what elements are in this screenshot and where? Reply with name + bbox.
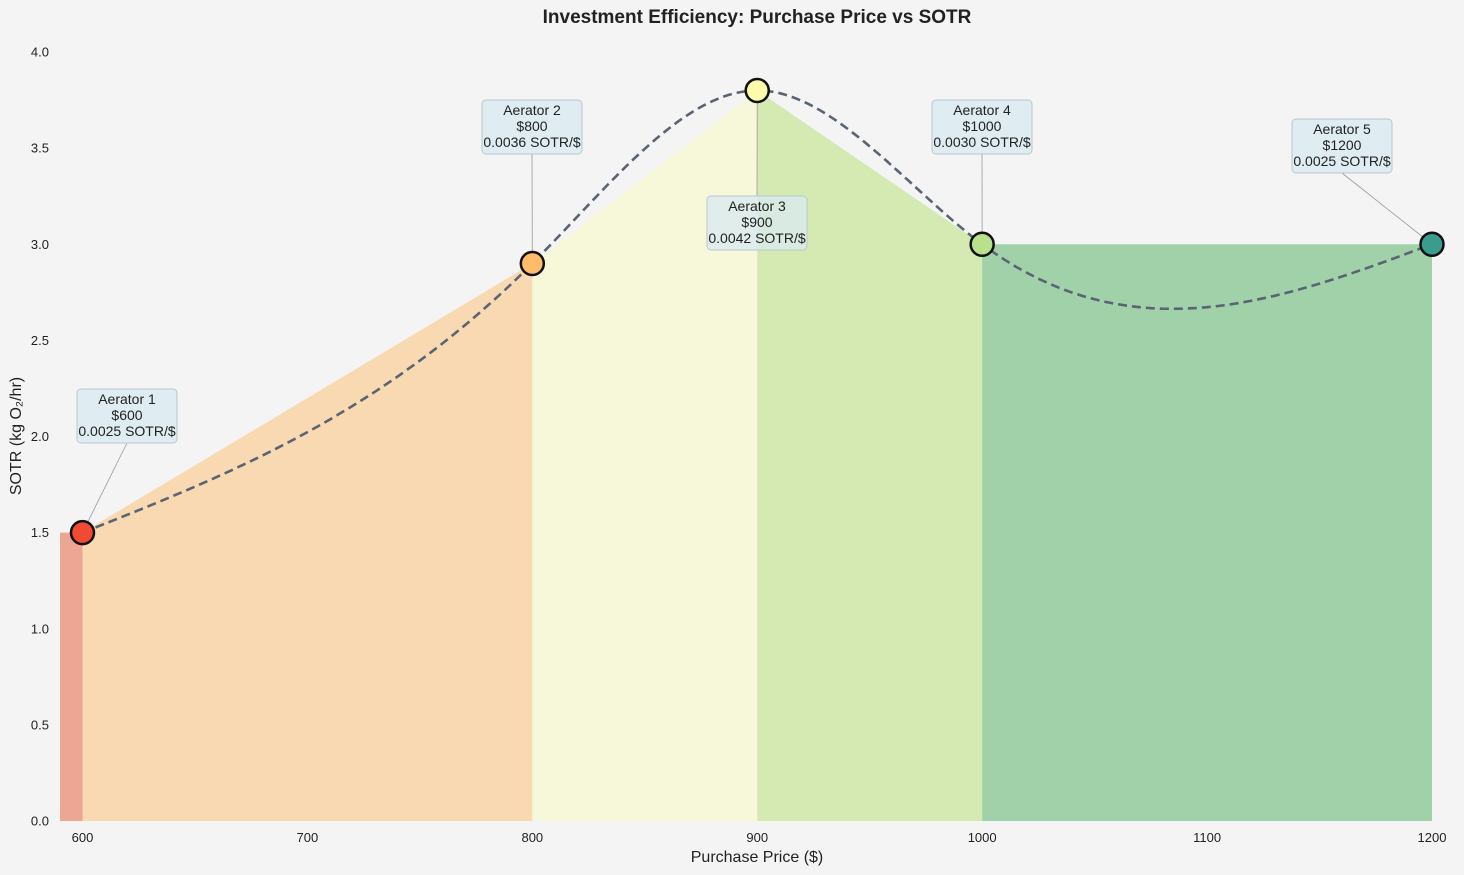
- y-tick-label: 1.5: [31, 525, 49, 540]
- data-point-2: [519, 250, 546, 277]
- data-point-3: [744, 77, 770, 104]
- fill-segment-0: [60, 532, 83, 821]
- y-tick-label: 2.0: [31, 429, 49, 444]
- annotation-efficiency-3: 0.0042 SOTR/$: [708, 230, 805, 246]
- y-tick-label: 0.5: [31, 717, 49, 732]
- annotation-price-1: $600: [111, 407, 142, 423]
- x-axis-label: Purchase Price ($): [691, 849, 824, 866]
- y-tick-label: 2.5: [31, 333, 49, 348]
- annotation-name-2: Aerator 2: [503, 102, 561, 118]
- annotation-price-3: $900: [741, 214, 772, 230]
- annotation-name-1: Aerator 1: [98, 391, 156, 407]
- y-axis-ticks: 0.0 0.5 1.0 1.5 2.0 2.5 3.0 3.5 4.0: [31, 45, 49, 829]
- fill-segment-2: [532, 90, 758, 821]
- annotation-leaders: [82, 90, 1433, 533]
- annotation-name-5: Aerator 5: [1313, 121, 1371, 137]
- annotation-box-3: [706, 195, 808, 251]
- annotation-leader-5: [1341, 172, 1433, 245]
- x-axis-ticks: 600 700 800 900 1000 1100 1200: [72, 830, 1447, 845]
- x-tick-label: 1200: [1418, 830, 1447, 845]
- data-point-1: [69, 519, 96, 546]
- x-tick-label: 800: [521, 830, 543, 845]
- annotation-efficiency-2: 0.0036 SOTR/$: [483, 134, 580, 150]
- annotation-name-4: Aerator 4: [953, 102, 1011, 118]
- annotation-box-1: [76, 388, 178, 444]
- area-fills: [60, 90, 1432, 822]
- annotation-box-2: [481, 99, 583, 155]
- x-tick-label: 600: [72, 830, 94, 845]
- x-tick-label: 1100: [1193, 830, 1221, 845]
- y-tick-label: 3.5: [31, 141, 49, 156]
- annotation-box-4: [931, 99, 1033, 155]
- y-tick-label: 1.0: [31, 621, 49, 636]
- y-tick-label: 0.0: [31, 814, 49, 829]
- annotation-efficiency-5: 0.0025 SOTR/$: [1293, 153, 1390, 169]
- annotation-price-4: $1000: [963, 118, 1002, 134]
- annotation-price-2: $800: [516, 118, 547, 134]
- fill-segment-1: [82, 263, 533, 822]
- x-tick-label: 1000: [968, 830, 997, 845]
- annotation-box-5: [1291, 118, 1393, 174]
- annotation-efficiency-1: 0.0025 SOTR/$: [78, 423, 175, 439]
- annotation-leader-1: [82, 442, 128, 533]
- y-tick-label: 3.0: [31, 237, 49, 252]
- fill-segment-3: [757, 90, 983, 821]
- annotation-efficiency-4: 0.0030 SOTR/$: [933, 134, 1030, 150]
- fill-segment-4: [982, 244, 1432, 821]
- y-axis-label: SOTR (kg O₂/hr): [8, 377, 25, 495]
- y-tick-label: 4.0: [31, 45, 49, 60]
- data-point-5: [1419, 231, 1445, 257]
- data-point-4: [969, 231, 995, 257]
- annotation-price-5: $1200: [1323, 137, 1362, 153]
- x-tick-label: 900: [746, 830, 768, 845]
- chart-title: Investment Efficiency: Purchase Price vs…: [543, 7, 972, 28]
- annotation-name-3: Aerator 3: [728, 198, 786, 214]
- point-markers: [69, 77, 1445, 546]
- x-tick-label: 700: [297, 830, 319, 845]
